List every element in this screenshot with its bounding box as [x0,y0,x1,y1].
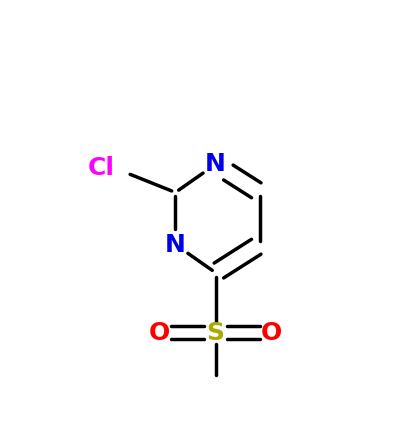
Text: Cl: Cl [88,156,115,181]
Text: N: N [205,152,226,176]
Text: N: N [165,233,186,257]
Text: O: O [149,321,170,345]
Text: S: S [207,321,225,345]
Text: O: O [261,321,282,345]
